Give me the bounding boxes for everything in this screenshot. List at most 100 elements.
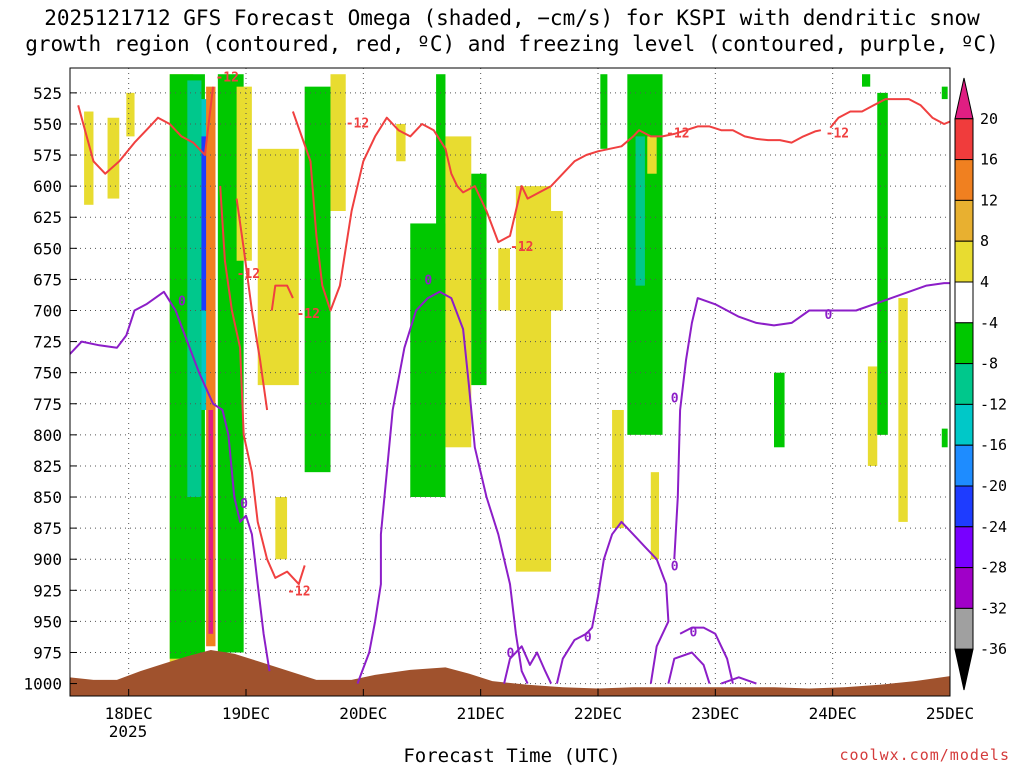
x-axis-label: Forecast Time (UTC) xyxy=(403,745,621,767)
colorbar-box-8 xyxy=(954,403,974,446)
omega-region-7 xyxy=(201,136,208,311)
colorbar-box-2 xyxy=(954,159,974,201)
colorbar-box-11 xyxy=(954,526,974,569)
omega-region-18 xyxy=(436,74,446,311)
colorbar-box-5 xyxy=(954,281,974,324)
omega-region-34 xyxy=(898,298,908,522)
contour-0-label-1: 0 xyxy=(240,497,248,512)
contour-0-line-6 xyxy=(720,676,757,685)
plot-frame xyxy=(69,67,951,697)
contour-0-line-3 xyxy=(555,520,670,684)
x-tick-label-23DEC: 23DEC xyxy=(691,704,739,723)
omega-region-25 xyxy=(612,409,624,529)
omega-region-16 xyxy=(396,123,406,162)
omega-region-32 xyxy=(867,366,878,466)
colorbar: 20 16 12 8 4 -4 -8 -12 -16 -20 -24 -28 -32 -36 xyxy=(954,77,1007,691)
y-tick-label-975: 975 xyxy=(33,643,62,662)
colorbar-label-4: 4 xyxy=(980,273,989,291)
x-tick-label-20DEC: 20DEC xyxy=(339,704,387,723)
y-tick-label-525: 525 xyxy=(33,84,62,103)
colorbar-label-20: 20 xyxy=(980,110,998,128)
colorbar-box-9 xyxy=(954,444,974,487)
y-tick-label-675: 675 xyxy=(33,270,62,289)
x-axis: 18DEC 19DEC 20DEC 21DEC 22DEC 23DEC 24DEC 25DEC xyxy=(105,689,974,723)
omega-region-15 xyxy=(330,74,346,212)
y-tick-label-550: 550 xyxy=(33,115,62,134)
y-tick-label-600: 600 xyxy=(33,177,62,196)
y-tick-label-650: 650 xyxy=(33,239,62,258)
contour-0-line-4 xyxy=(667,651,711,684)
chart-title-line-2: growth region (contoured, red, ºC) and f… xyxy=(25,32,999,56)
x-tick-label-21DEC: 21DEC xyxy=(457,704,505,723)
contour-0-line-2 xyxy=(503,645,553,685)
omega-region-13 xyxy=(275,497,288,560)
contour-0-label-3: 0 xyxy=(506,646,514,661)
y-tick-label-575: 575 xyxy=(33,146,62,165)
omega-region-8 xyxy=(206,86,216,647)
omega-region-28 xyxy=(647,136,657,174)
y-tick-label-800: 800 xyxy=(33,426,62,445)
contour-labels: -12 -12 -12 -12 -12 -12 -12 -12 0 0 0 0 0 0 0 0 0 xyxy=(178,71,849,662)
colorbar-top-arrow xyxy=(954,77,974,120)
contour--12-label-5: -12 xyxy=(666,127,689,142)
contour--12-label-4: -12 xyxy=(510,240,533,255)
omega-region-12 xyxy=(257,148,299,386)
contour--12-line-3 xyxy=(270,284,294,311)
y-tick-label-625: 625 xyxy=(33,208,62,227)
colorbar-label--24: -24 xyxy=(980,518,1007,536)
omega-region-2 xyxy=(126,92,135,137)
contour-0-label-0: 0 xyxy=(178,295,186,310)
contour-0-label-7: 0 xyxy=(690,625,698,640)
colorbar-box-3 xyxy=(954,199,974,242)
omega-region-5 xyxy=(187,80,202,498)
colorbar-label--32: -32 xyxy=(980,599,1007,617)
y-tick-label-725: 725 xyxy=(33,333,62,352)
colorbar-label--16: -16 xyxy=(980,436,1007,454)
y-tick-label-750: 750 xyxy=(33,364,62,383)
omega-region-20 xyxy=(471,173,487,386)
contour-0-line-0 xyxy=(70,290,271,672)
contour-0-line-7 xyxy=(673,282,950,560)
colorbar-label--20: -20 xyxy=(980,477,1007,495)
x-tick-label-24DEC: 24DEC xyxy=(809,704,857,723)
contour-lines xyxy=(70,86,950,685)
colorbar-bottom-arrow xyxy=(954,648,974,691)
contour--12-label-2: -12 xyxy=(237,267,260,282)
y-tick-label-850: 850 xyxy=(33,488,62,507)
contour--12-line-0 xyxy=(77,86,215,175)
colorbar-label--12: -12 xyxy=(980,395,1007,413)
contour-0-line-1 xyxy=(356,290,529,685)
omega-shading xyxy=(84,74,948,672)
omega-region-14 xyxy=(304,86,331,473)
colorbar-label--36: -36 xyxy=(980,640,1007,658)
omega-region-19 xyxy=(445,136,472,448)
omega-region-11 xyxy=(236,86,252,261)
contour--12-line-4 xyxy=(291,111,822,312)
y-tick-label-1000: 1000 xyxy=(23,675,62,694)
contour--12-line-5 xyxy=(829,98,950,129)
y-tick-label-950: 950 xyxy=(33,612,62,631)
terrain-fill xyxy=(70,649,950,696)
omega-region-36 xyxy=(941,428,948,448)
y-tick-label-700: 700 xyxy=(33,301,62,320)
omega-region-22 xyxy=(515,186,552,572)
omega-region-23 xyxy=(545,211,563,311)
contour-0-label-4: 0 xyxy=(584,630,592,645)
credit-link[interactable]: coolwx.com/models xyxy=(839,746,1010,764)
colorbar-box-13 xyxy=(954,607,974,650)
colorbar-box-7 xyxy=(954,363,974,405)
colorbar-box-12 xyxy=(954,567,974,609)
terrain-layer xyxy=(70,649,950,696)
contour-0-label-6: 0 xyxy=(671,392,679,407)
contour--12-line-1 xyxy=(219,186,306,586)
colorbar-label-12: 12 xyxy=(980,191,998,209)
omega-region-31 xyxy=(862,74,871,87)
omega-region-21 xyxy=(498,248,510,311)
contour--12-label-6: -12 xyxy=(826,127,849,142)
y-tick-label-825: 825 xyxy=(33,457,62,476)
y-tick-label-775: 775 xyxy=(33,395,62,414)
omega-region-27 xyxy=(635,136,645,286)
colorbar-label--28: -28 xyxy=(980,559,1007,577)
omega-region-24 xyxy=(600,74,608,149)
